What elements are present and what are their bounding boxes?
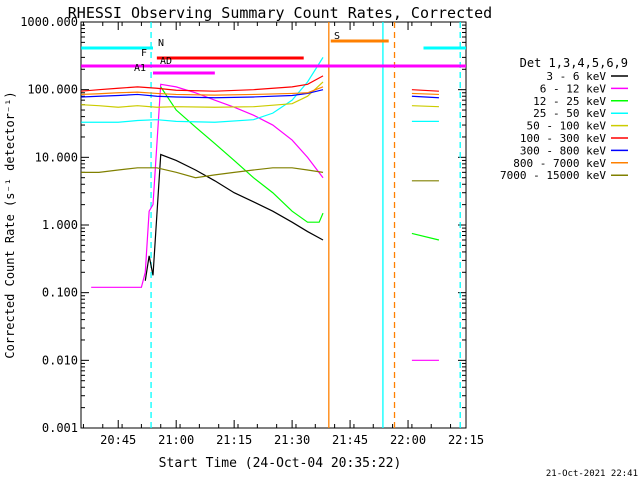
chart-title: RHESSI Observing Summary Count Rates, Co… bbox=[68, 4, 492, 22]
vertical-markers bbox=[150, 22, 461, 428]
y-tick-label: 10.000 bbox=[35, 150, 78, 164]
series-line bbox=[144, 153, 324, 281]
footer-date: 21-Oct-2021 22:41 bbox=[546, 469, 638, 479]
legend-label: 25 - 50 keV bbox=[533, 107, 606, 120]
y-tick-label: 1000.000 bbox=[20, 15, 78, 29]
x-tick-label: 20:45 bbox=[100, 433, 136, 447]
x-axis-label: Start Time (24-Oct-04 20:35:22) bbox=[159, 456, 402, 471]
x-tick-label: 21:00 bbox=[158, 433, 194, 447]
y-tick-label: 100.000 bbox=[27, 83, 78, 97]
series-line bbox=[411, 95, 439, 99]
legend-title: Det 1,3,4,5,6,9 bbox=[520, 56, 628, 70]
y-tick-label: 0.010 bbox=[42, 353, 78, 367]
y-tick-label: 1.000 bbox=[42, 218, 78, 232]
series-line bbox=[81, 167, 324, 179]
flag-label: S bbox=[334, 31, 340, 42]
x-tick-label: 21:30 bbox=[274, 433, 310, 447]
x-tick-label: 21:45 bbox=[332, 433, 368, 447]
legend-label: 100 - 300 keV bbox=[520, 132, 606, 145]
series-line bbox=[81, 57, 324, 123]
legend-label: 12 - 25 keV bbox=[533, 95, 606, 108]
series-layer bbox=[81, 57, 440, 361]
legend-label: 300 - 800 keV bbox=[520, 144, 606, 157]
y-tick-label: 0.100 bbox=[42, 286, 78, 300]
y-tick-label: 0.001 bbox=[42, 421, 78, 435]
flag-label: AD bbox=[160, 56, 172, 67]
axis-ticks: 0.001 0.010 0.100 1.000 10.000 100.000 1000.00… bbox=[20, 15, 484, 447]
legend-label: 6 - 12 keV bbox=[540, 82, 607, 95]
x-tick-label: 22:00 bbox=[390, 433, 426, 447]
series-line bbox=[411, 232, 440, 241]
flag-label: A1 bbox=[134, 63, 146, 74]
x-tick-label: 22:15 bbox=[448, 433, 484, 447]
plot-frame bbox=[80, 21, 467, 429]
series-line bbox=[81, 89, 324, 99]
series-line bbox=[81, 81, 324, 108]
series-line bbox=[81, 86, 324, 96]
series-line bbox=[411, 105, 439, 108]
flag-label: F bbox=[141, 48, 147, 59]
y-axis-label: Corrected Count Rate (s⁻¹ detector⁻¹) bbox=[3, 91, 17, 358]
series-line bbox=[81, 75, 324, 92]
series-line bbox=[411, 92, 439, 96]
flag-label: N bbox=[158, 38, 164, 49]
series-line bbox=[411, 89, 439, 92]
flag-bars: N S F AD A1 bbox=[81, 31, 466, 75]
legend-label: 800 - 7000 keV bbox=[513, 157, 606, 170]
legend-label: 3 - 6 keV bbox=[546, 70, 606, 83]
series-line bbox=[91, 83, 324, 288]
legend-label: 50 - 100 keV bbox=[527, 120, 607, 133]
legend-label: 7000 - 15000 keV bbox=[500, 169, 606, 182]
x-tick-label: 21:15 bbox=[216, 433, 252, 447]
